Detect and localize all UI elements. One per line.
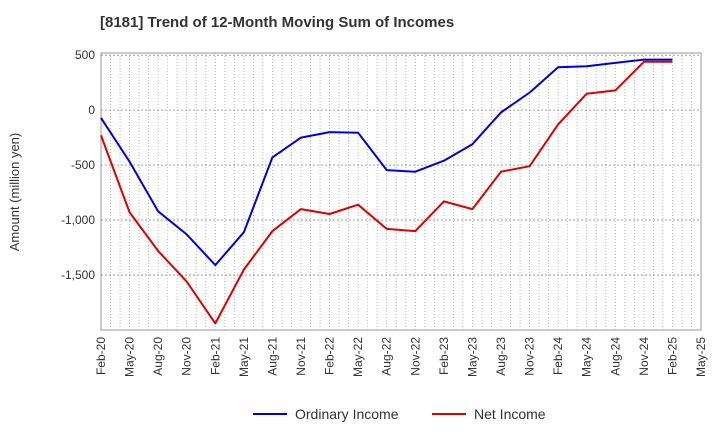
x-tick-label: Nov-20 — [180, 337, 194, 376]
x-tick-label: Feb-21 — [208, 337, 222, 375]
y-tick-label: -1,000 — [61, 213, 95, 227]
x-tick-label: May-23 — [465, 337, 479, 377]
x-tick-label: Aug-20 — [151, 337, 165, 376]
x-tick-label: May-25 — [694, 337, 708, 377]
x-tick-label: Feb-22 — [323, 337, 337, 375]
x-tick-label: May-20 — [123, 337, 137, 377]
x-tick-label: Nov-23 — [523, 337, 537, 376]
series-line-ordinary-income — [100, 58, 673, 267]
x-tick-label: May-21 — [237, 337, 251, 377]
x-tick-label: Aug-24 — [608, 337, 622, 376]
x-tick-label: Feb-20 — [94, 337, 108, 375]
x-tick-label: May-22 — [351, 337, 365, 377]
x-tick-label: Aug-21 — [265, 337, 279, 376]
y-tick-label: -1,500 — [61, 268, 95, 282]
x-tick-label: Aug-23 — [494, 337, 508, 376]
plot-area — [100, 52, 702, 331]
x-tick-label: May-24 — [580, 337, 594, 377]
x-tick-label: Nov-21 — [294, 337, 308, 376]
x-tick-label: Nov-22 — [408, 337, 422, 376]
y-tick-label: 0 — [88, 103, 95, 117]
x-tick-label: Feb-25 — [665, 337, 679, 375]
x-tick-label: Feb-23 — [437, 337, 451, 375]
legend-label-net-income: Net Income — [474, 406, 546, 422]
y-tick-label: 500 — [75, 48, 95, 62]
legend: Ordinary Income Net Income — [253, 406, 546, 422]
x-tick-label: Feb-24 — [551, 337, 565, 375]
y-tick-label: -500 — [71, 158, 95, 172]
legend-label-ordinary-income: Ordinary Income — [295, 406, 399, 422]
y-axis-title: Amount (million yen) — [7, 133, 22, 252]
chart-title: [8181] Trend of 12-Month Moving Sum of I… — [100, 14, 455, 31]
x-tick-label: Aug-22 — [380, 337, 394, 376]
x-tick-label: Nov-24 — [637, 337, 651, 376]
series-line-net-income — [100, 60, 673, 325]
